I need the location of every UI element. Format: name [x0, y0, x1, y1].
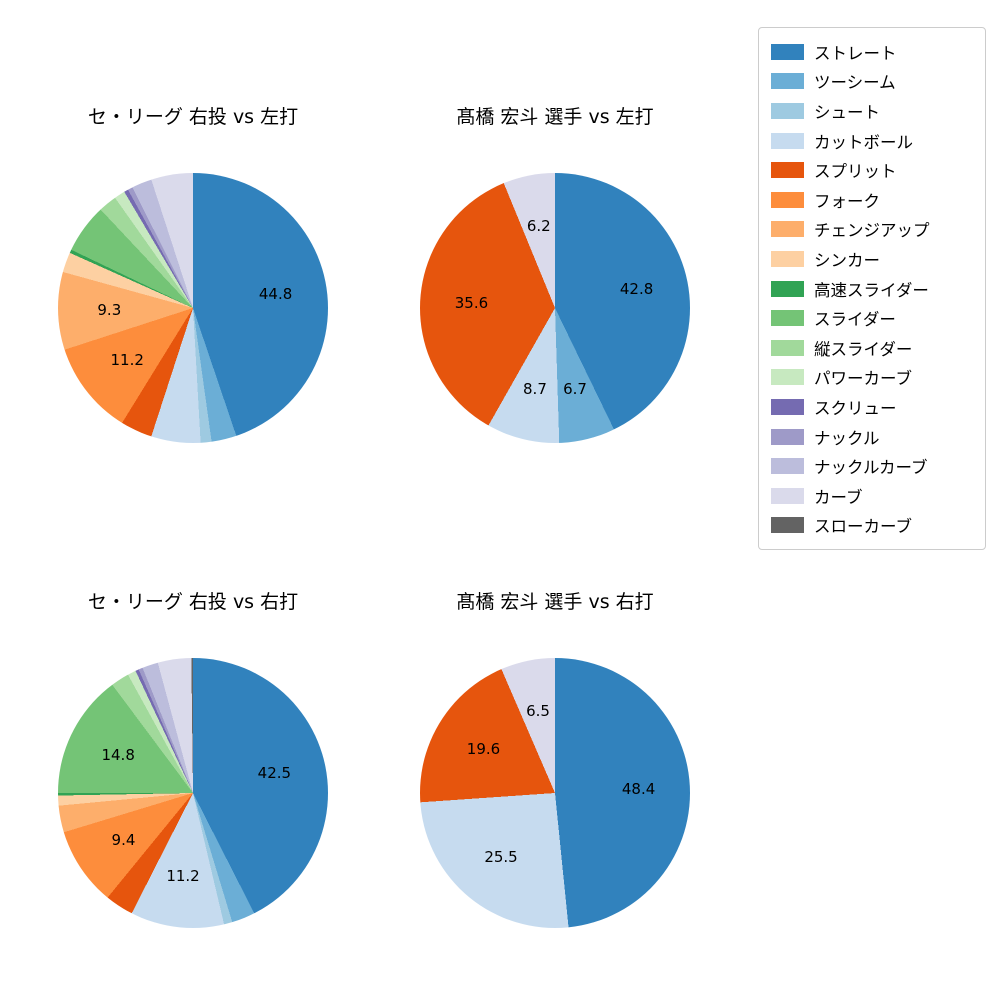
legend-color-swatch	[771, 487, 804, 504]
legend-color-swatch	[771, 250, 804, 267]
pie-slice-value-label: 11.2	[166, 867, 200, 886]
legend-item: スローカーブ	[771, 511, 973, 541]
pie-slice-value-label: 25.5	[484, 847, 518, 866]
legend-item-label: ストレート	[814, 43, 897, 63]
chart-title-player-vs-right: 髙橋 宏斗 選手 vs 右打	[456, 591, 654, 613]
pie-slice-value-label: 19.6	[466, 740, 501, 759]
legend-color-swatch	[771, 162, 804, 179]
legend-color-swatch	[771, 73, 804, 90]
pie-chart-player-vs-left: 42.8 6.7 8.7 35.6 6.2	[420, 173, 690, 443]
pie-slice-value-label: 6.2	[526, 216, 551, 235]
legend-item: スライダー	[771, 303, 973, 333]
pie-slice-value-label: 35.6	[454, 293, 489, 312]
legend-item-label: チェンジアップ	[814, 221, 930, 241]
pie-slice-value-label: 8.7	[523, 380, 547, 399]
legend-item-label: カットボール	[814, 132, 913, 152]
legend-color-swatch	[771, 517, 804, 534]
pie-slice-value-label: 44.8	[258, 285, 293, 304]
legend-item: フォーク	[771, 185, 973, 215]
legend-color-swatch	[771, 191, 804, 208]
legend-color-swatch	[771, 132, 804, 149]
legend-color-swatch	[771, 102, 804, 119]
legend-item-label: シンカー	[814, 250, 880, 270]
legend-color-swatch	[771, 339, 804, 356]
legend-item-label: パワーカーブ	[814, 369, 913, 389]
pie-chart-player-vs-right: 48.4 25.5 19.6 6.5	[420, 658, 690, 928]
pie-slice-value-label: 42.5	[257, 764, 292, 783]
legend-item-label: カーブ	[814, 487, 863, 507]
legend-item: スクリュー	[771, 392, 973, 422]
chart-title-league-vs-left: セ・リーグ 右投 vs 左打	[87, 106, 299, 128]
legend-item: シンカー	[771, 244, 973, 274]
legend-color-swatch	[771, 43, 804, 60]
legend-color-swatch	[771, 280, 804, 297]
legend: ストレートツーシームシュートカットボール スプリットフォークチェンジアップ シンカー…	[758, 27, 986, 551]
legend-item: ナックルカーブ	[771, 451, 973, 481]
pie-slice-value-label: 6.5	[526, 702, 550, 721]
pie-slice-value-label: 48.4	[621, 779, 656, 798]
legend-item-label: ナックル	[814, 428, 880, 448]
chart-title-player-vs-left: 髙橋 宏斗 選手 vs 左打	[456, 106, 654, 128]
legend-item: カットボール	[771, 126, 973, 156]
legend-color-swatch	[771, 428, 804, 445]
legend-item-label: スライダー	[814, 310, 896, 330]
legend-item: カーブ	[771, 481, 973, 511]
legend-item: ツーシーム	[771, 67, 973, 97]
legend-item: チェンジアップ	[771, 215, 973, 245]
pie-slice-value-label: 14.8	[101, 746, 135, 765]
pie-chart-league-vs-right: 42.5 11.2 9.4 14.8	[58, 658, 328, 928]
pie-chart-league-vs-left: 44.8 11.2 9.3	[58, 173, 328, 443]
legend-color-swatch	[771, 310, 804, 327]
legend-item: パワーカーブ	[771, 363, 973, 393]
legend-color-swatch	[771, 369, 804, 386]
legend-item: 高速スライダー	[771, 274, 973, 304]
legend-color-swatch	[771, 398, 804, 415]
legend-color-swatch	[771, 221, 804, 238]
chart-title-league-vs-right: セ・リーグ 右投 vs 右打	[87, 591, 299, 613]
pie-slice-value-label: 9.3	[97, 300, 122, 319]
legend-item-label: ナックルカーブ	[814, 458, 928, 478]
legend-item: 縦スライダー	[771, 333, 973, 363]
pie-slice-value-label: 42.8	[619, 280, 654, 299]
legend-item-label: シュート	[814, 102, 880, 122]
legend-item: スプリット	[771, 155, 973, 185]
legend-item-label: 高速スライダー	[814, 280, 929, 300]
legend-item-label: フォーク	[814, 191, 880, 211]
legend-item-label: スローカーブ	[814, 517, 913, 537]
pie-slice-value-label: 9.4	[111, 830, 136, 849]
legend-item-label: 縦スライダー	[814, 339, 913, 359]
legend-item-label: スプリット	[814, 162, 897, 182]
legend-item-label: スクリュー	[814, 398, 897, 418]
legend-item: ナックル	[771, 422, 973, 452]
pie-slice-value-label: 11.2	[110, 350, 144, 369]
legend-item: シュート	[771, 96, 973, 126]
legend-item: ストレート	[771, 37, 973, 67]
legend-item-label: ツーシーム	[814, 73, 896, 93]
legend-color-swatch	[771, 458, 804, 475]
pie-slice-value-label: 6.7	[563, 380, 587, 399]
